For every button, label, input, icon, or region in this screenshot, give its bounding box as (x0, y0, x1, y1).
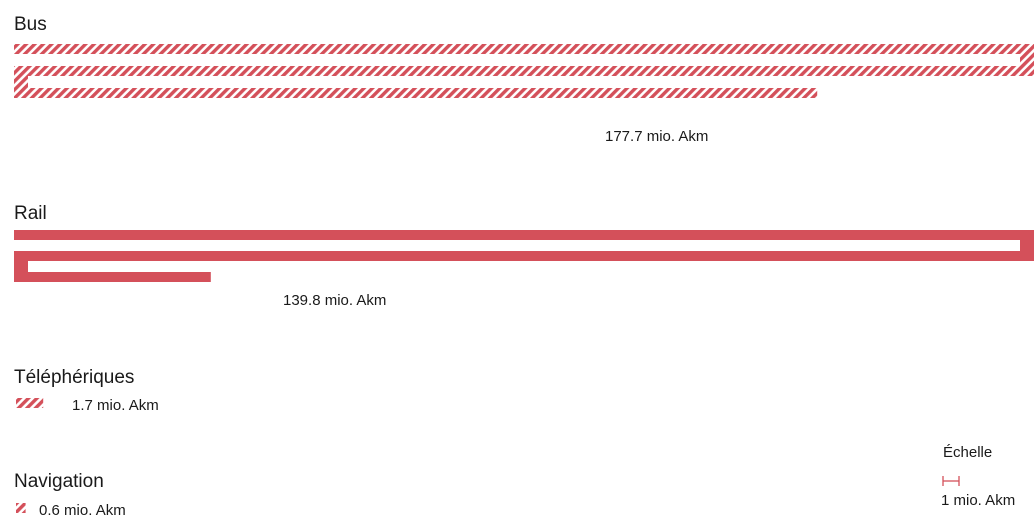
bar-connector (14, 261, 28, 272)
rail-value-label: 139.8 mio. Akm (283, 292, 386, 309)
telepheriques-title: Téléphériques (14, 367, 134, 388)
bar-segment (14, 251, 1034, 261)
telepheriques-bar (16, 398, 44, 408)
bus-bar (14, 44, 1034, 98)
bar-segment (14, 230, 1034, 240)
rail-title: Rail (14, 203, 47, 224)
bar-segment (14, 88, 818, 98)
bar-segment (16, 503, 26, 513)
scale-label: 1 mio. Akm (941, 492, 1015, 509)
scale-bar-icon (942, 476, 960, 486)
bar-connector (1020, 54, 1034, 66)
scale-title: Échelle (943, 444, 992, 461)
bar-segment (16, 398, 44, 408)
navigation-bar (16, 503, 26, 513)
rail-bar (14, 230, 1034, 282)
bar-segment (14, 66, 1034, 76)
telepheriques-value-label: 1.7 mio. Akm (72, 397, 159, 414)
navigation-title: Navigation (14, 471, 104, 492)
navigation-value-label: 0.6 mio. Akm (39, 502, 126, 519)
bus-value-label: 177.7 mio. Akm (605, 128, 708, 145)
bar-connector (14, 76, 28, 88)
bar-connector (1020, 240, 1034, 251)
bus-title: Bus (14, 14, 47, 35)
bar-segment (14, 44, 1034, 54)
bar-segment (14, 272, 211, 282)
